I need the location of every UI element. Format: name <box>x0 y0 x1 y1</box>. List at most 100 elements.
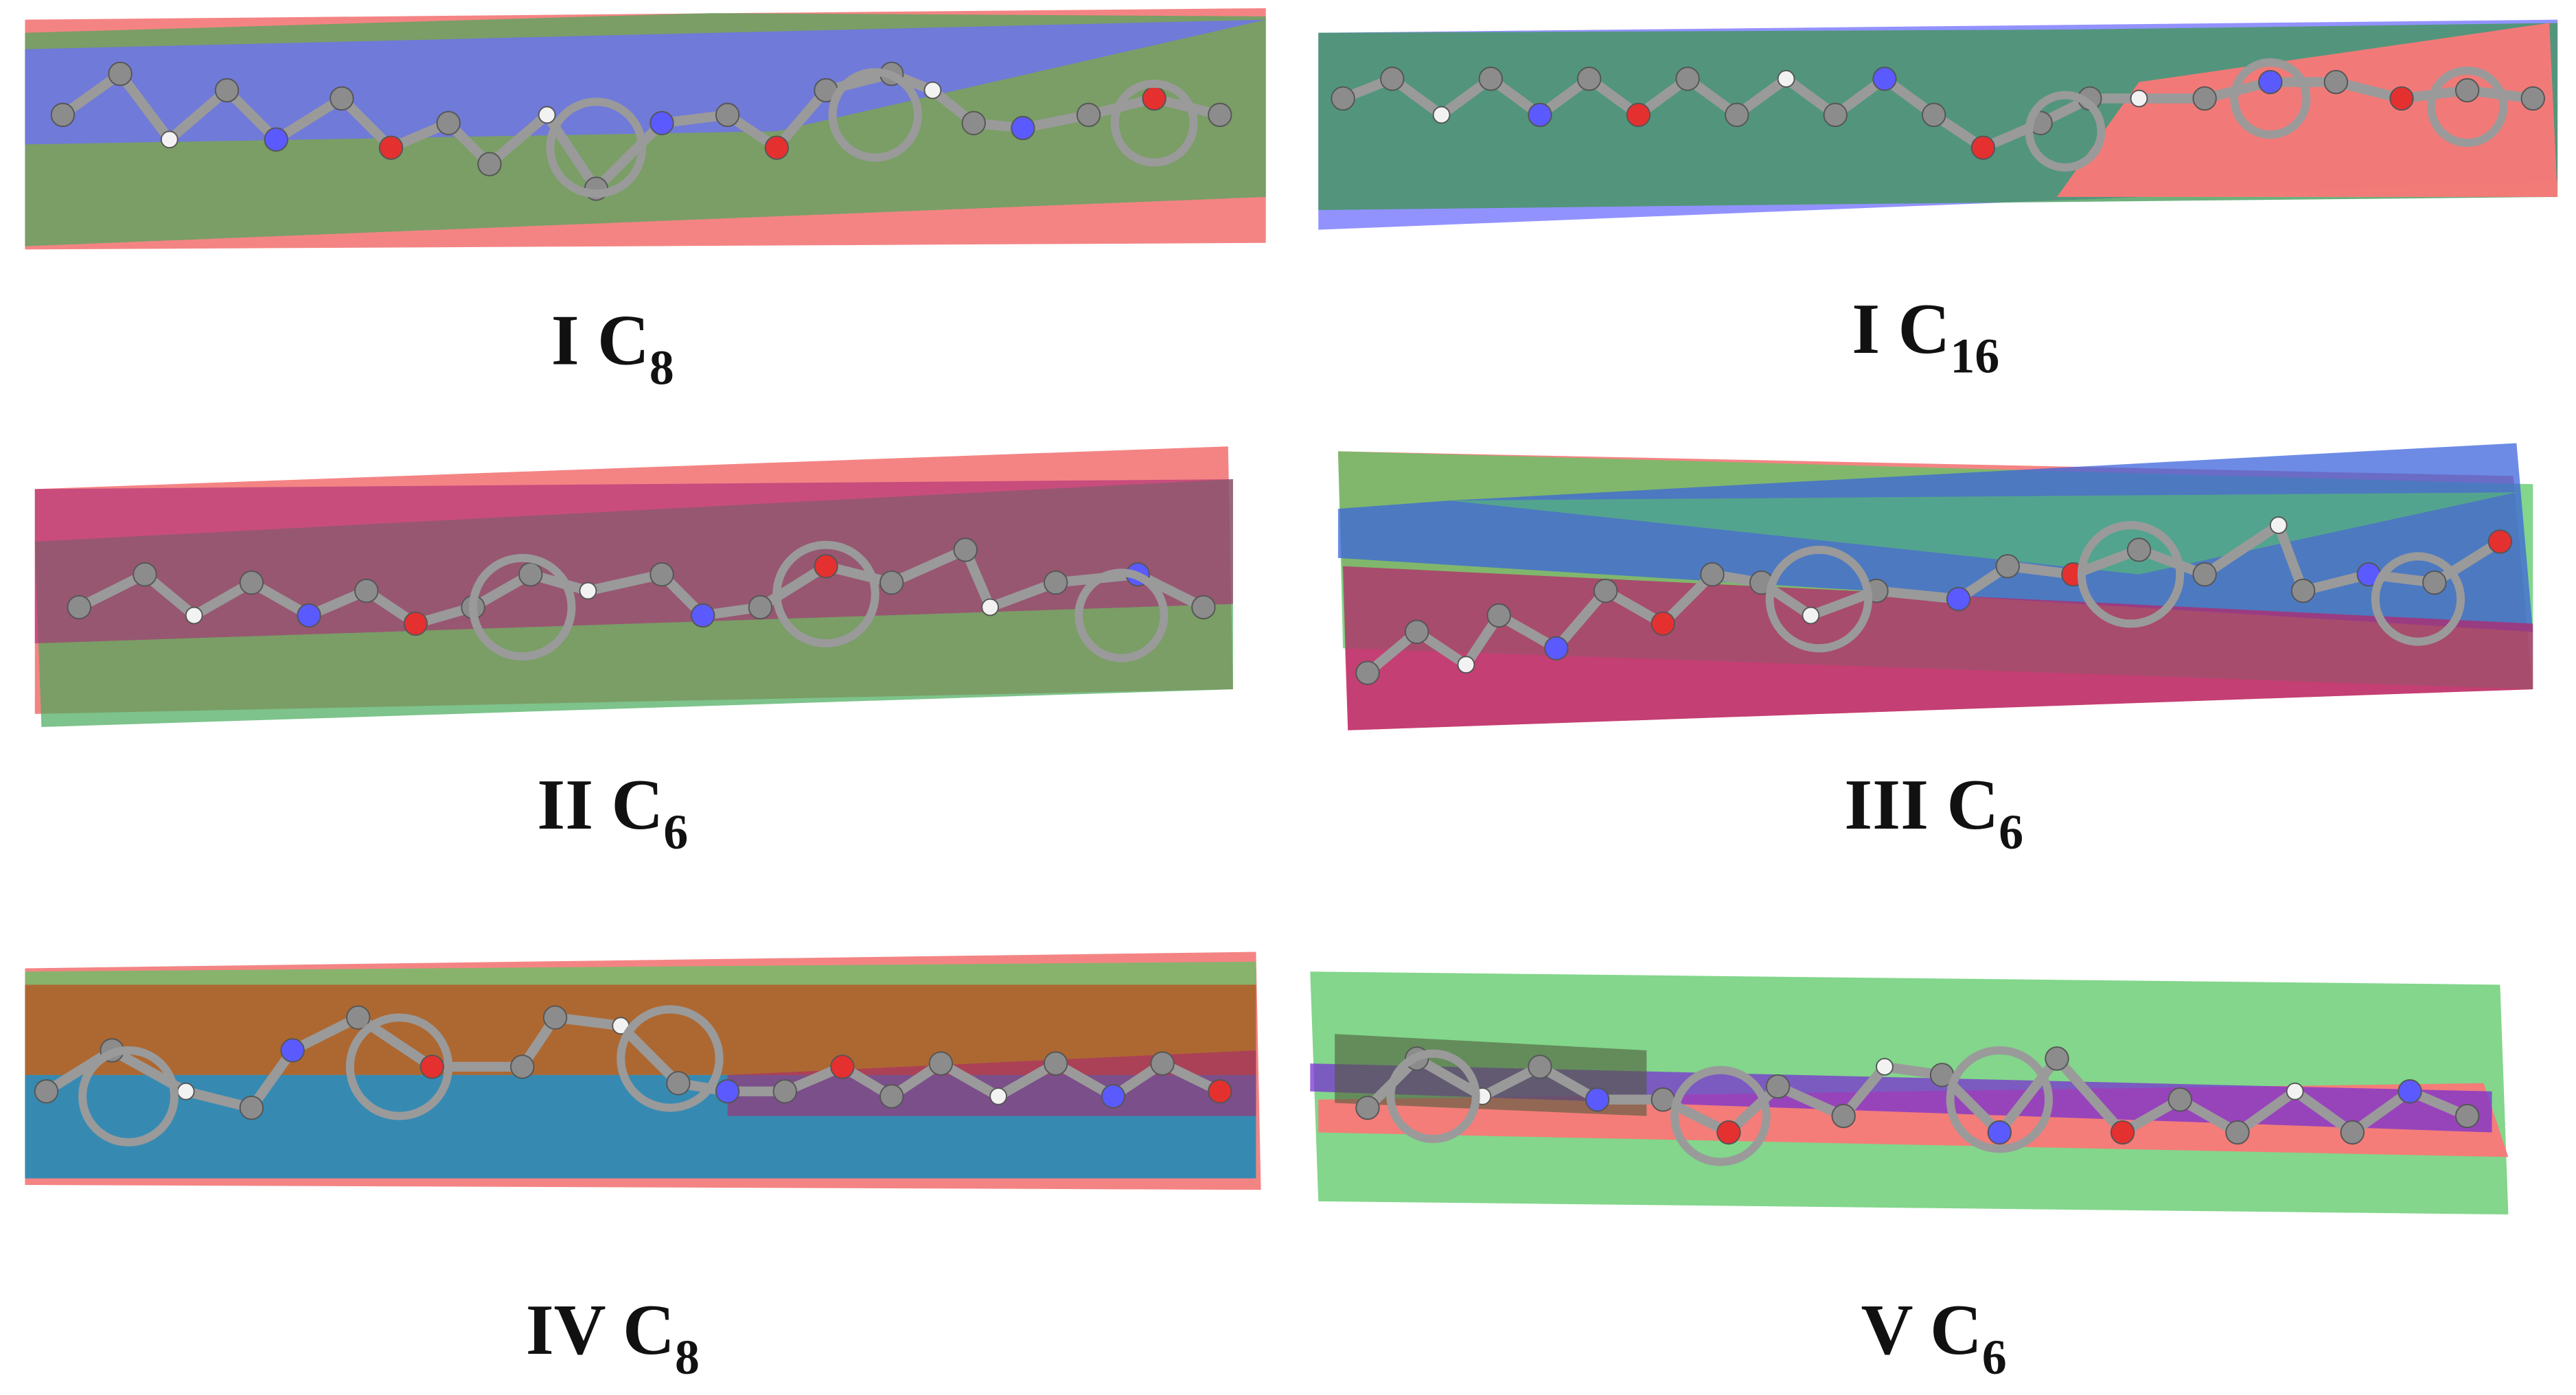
ring <box>1670 1065 1771 1166</box>
atom <box>280 1038 305 1063</box>
atom <box>2225 1120 2250 1145</box>
atom <box>2130 89 2148 108</box>
atom <box>108 61 133 87</box>
plane <box>25 19 1266 145</box>
atom <box>67 595 92 620</box>
subscript: 6 <box>1999 805 2023 860</box>
atom <box>1457 656 1475 674</box>
atom <box>510 1054 535 1079</box>
ring <box>469 553 576 661</box>
atom <box>1987 1120 2012 1145</box>
subscript: 6 <box>663 805 688 860</box>
ring <box>828 68 922 162</box>
atom <box>1922 102 1946 128</box>
atom <box>1011 115 1035 141</box>
molecule-panel: I C8 <box>25 8 1266 395</box>
atom <box>185 606 203 625</box>
atom <box>2126 538 2152 562</box>
atom <box>1765 1074 1791 1099</box>
atom <box>1528 102 1552 128</box>
atom <box>1593 578 1618 603</box>
atom <box>1404 619 1429 645</box>
atom <box>1142 86 1166 111</box>
atom <box>2045 1046 2069 1071</box>
plane <box>25 984 1256 1075</box>
atom <box>715 1079 740 1104</box>
atom <box>989 1087 1007 1105</box>
atom <box>542 1005 568 1030</box>
atom <box>928 1051 954 1076</box>
atom <box>579 581 597 600</box>
ring <box>617 1005 724 1112</box>
ring <box>1765 545 1873 653</box>
atom <box>1191 595 1216 620</box>
atom <box>1355 1095 1380 1120</box>
atom <box>133 562 157 587</box>
atom <box>1432 106 1451 124</box>
atom <box>830 1054 855 1079</box>
atom <box>2323 69 2349 95</box>
atom <box>691 603 715 628</box>
atom <box>2110 1120 2135 1145</box>
label: II C <box>537 764 663 844</box>
atom <box>330 86 354 111</box>
atom <box>1675 67 1700 91</box>
atom <box>1831 1103 1856 1129</box>
plane <box>1449 492 2517 575</box>
atom <box>1044 1051 1068 1076</box>
atom <box>1355 660 1380 685</box>
atom <box>1651 611 1675 636</box>
atom <box>1725 102 1749 128</box>
molecule-panel: I C16 <box>1318 19 2558 384</box>
subscript: 6 <box>1982 1330 2007 1385</box>
atom <box>214 78 240 103</box>
label: III C <box>1844 764 1999 844</box>
atom <box>2487 529 2513 554</box>
panel-label: III C6 <box>1844 764 2023 860</box>
atom <box>981 598 1000 616</box>
atom <box>1101 1084 1126 1109</box>
atom <box>1802 606 1820 625</box>
atom <box>1478 67 1503 91</box>
atom <box>1626 102 1651 128</box>
ring <box>2230 58 2311 139</box>
atom <box>1150 1051 1175 1076</box>
panel-label: IV C8 <box>526 1289 700 1385</box>
atom <box>1970 135 1996 160</box>
atom <box>297 603 321 628</box>
molecule-panel: III C6 <box>1337 443 2533 860</box>
label: I C <box>551 300 649 380</box>
atom <box>1823 102 1848 128</box>
atom <box>1544 636 1569 660</box>
atom <box>239 570 264 595</box>
atom <box>772 1079 797 1104</box>
atom <box>436 111 461 135</box>
atom <box>2192 86 2217 111</box>
label: I C <box>1852 288 1950 369</box>
ring <box>1074 568 1169 662</box>
panel-label: I C8 <box>551 300 674 395</box>
molecule-panel: II C6 <box>34 446 1233 860</box>
ring <box>2077 521 2185 628</box>
atom <box>2290 578 2316 603</box>
atom <box>1331 86 1355 111</box>
atom <box>346 1005 371 1030</box>
label: V C <box>1861 1289 1982 1370</box>
atom <box>2422 570 2447 595</box>
atom <box>2269 516 2288 534</box>
atom <box>1528 1054 1552 1079</box>
ring <box>78 1046 179 1146</box>
molecule-panel: IV C8 <box>25 952 1261 1385</box>
ring <box>2427 66 2508 147</box>
atom <box>1995 554 2020 579</box>
atom <box>879 1084 904 1109</box>
atom <box>2520 86 2545 111</box>
atom <box>1380 67 1405 91</box>
ring <box>2025 91 2106 172</box>
atom <box>2389 86 2414 111</box>
atom <box>1946 586 1971 612</box>
molecule-panel: V C6 <box>1310 971 2509 1385</box>
atom <box>264 127 288 152</box>
atom <box>666 1071 691 1096</box>
atom <box>2454 1103 2480 1129</box>
